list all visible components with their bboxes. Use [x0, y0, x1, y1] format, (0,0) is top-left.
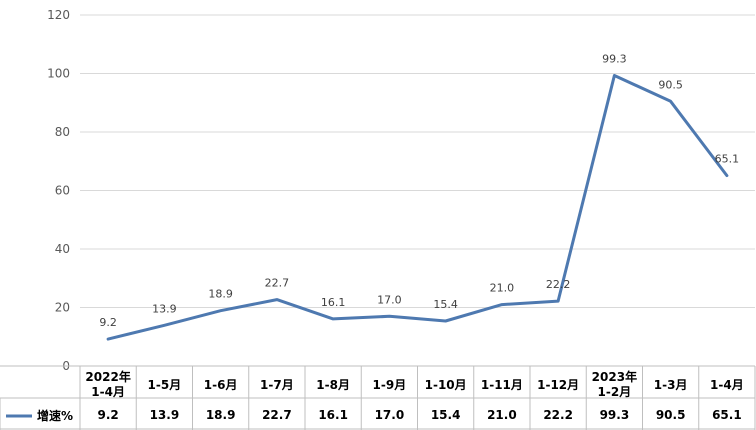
- x-tick-label: 1-7月: [260, 378, 294, 392]
- x-tick-label: 1-9月: [373, 378, 407, 392]
- table-value: 90.5: [656, 408, 686, 422]
- x-tick-label: 1-11月: [481, 378, 523, 392]
- data-label: 22.7: [265, 277, 290, 290]
- y-tick-label: 80: [55, 125, 70, 139]
- data-label: 13.9: [152, 302, 177, 315]
- table-value: 21.0: [487, 408, 517, 422]
- x-tick-label: 1-12月: [537, 378, 579, 392]
- x-tick-label: 1-6月: [204, 378, 238, 392]
- legend-label: 增速%: [37, 408, 73, 423]
- y-tick-label: 120: [47, 8, 70, 22]
- data-labels: 9.2 13.9 18.9 22.7 16.1 17.0 15.4 21.0 22.2 99.3 9…: [99, 53, 739, 330]
- x-tick-label: 1-8月: [316, 378, 350, 392]
- table-value: 17.0: [375, 408, 405, 422]
- data-label: 16.1: [321, 296, 346, 309]
- data-label: 18.9: [208, 288, 233, 301]
- x-tick-label: 2023年 1-2月: [592, 369, 637, 399]
- data-label: 17.0: [377, 293, 402, 306]
- y-tick-label: 40: [55, 242, 70, 256]
- data-label: 99.3: [602, 53, 627, 66]
- x-tick-label: 1-10月: [425, 378, 467, 392]
- x-tick-label: 1-4月: [710, 378, 744, 392]
- data-label: 65.1: [715, 153, 740, 166]
- data-label: 21.0: [490, 282, 515, 295]
- data-table: 2022年 1-4月9.21-5月13.91-6月18.91-7月22.71-8月…: [0, 365, 756, 430]
- table-value: 22.7: [262, 408, 292, 422]
- x-tick-label: 2022年 1-4月: [85, 369, 130, 399]
- table-value: 15.4: [431, 408, 461, 422]
- table-value: 18.9: [206, 408, 236, 422]
- x-tick-label-line: 2023年: [592, 369, 637, 384]
- table-value: 65.1: [712, 408, 742, 422]
- series-line: [106, 74, 729, 341]
- x-tick-label: 1-5月: [148, 378, 182, 392]
- x-tick-label-line: 1-4月: [91, 385, 125, 399]
- series-layer: [106, 74, 729, 341]
- table-value: 99.3: [600, 408, 630, 422]
- data-label: 9.2: [99, 316, 117, 329]
- data-label: 22.2: [546, 278, 571, 291]
- table-value: 9.2: [97, 408, 118, 422]
- x-tick-label-line: 2022年: [85, 369, 130, 384]
- gridlines: [80, 14, 755, 308]
- table-value: 16.1: [318, 408, 348, 422]
- y-tick-label: 60: [55, 184, 70, 198]
- table-value: 13.9: [150, 408, 180, 422]
- x-tick-label-line: 1-2月: [598, 385, 632, 399]
- y-tick-label: 100: [47, 67, 70, 81]
- data-label: 90.5: [658, 78, 683, 91]
- y-tick-label: 20: [55, 301, 70, 315]
- x-tick-label: 1-3月: [654, 378, 688, 392]
- data-label: 15.4: [433, 298, 458, 311]
- table-value: 22.2: [543, 408, 573, 422]
